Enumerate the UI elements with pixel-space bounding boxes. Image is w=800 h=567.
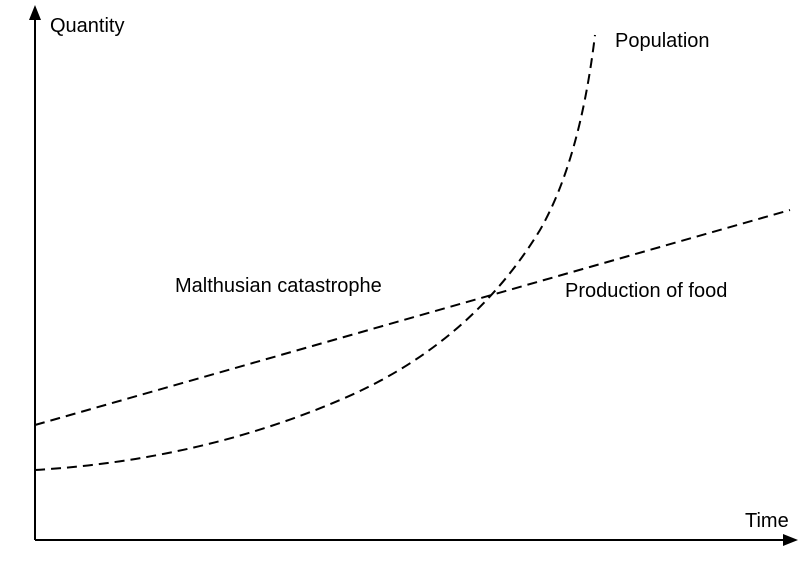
population-label: Population <box>615 30 710 53</box>
malthus-chart: Quantity Time Population Production of f… <box>0 0 800 567</box>
food-line <box>35 210 790 425</box>
food-label: Production of food <box>565 280 727 303</box>
x-axis-arrow <box>783 534 798 546</box>
y-axis-label: Quantity <box>50 15 124 38</box>
catastrophe-label: Malthusian catastrophe <box>175 275 382 298</box>
y-axis-arrow <box>29 5 41 20</box>
x-axis-label: Time <box>745 510 789 533</box>
population-curve <box>35 35 595 470</box>
